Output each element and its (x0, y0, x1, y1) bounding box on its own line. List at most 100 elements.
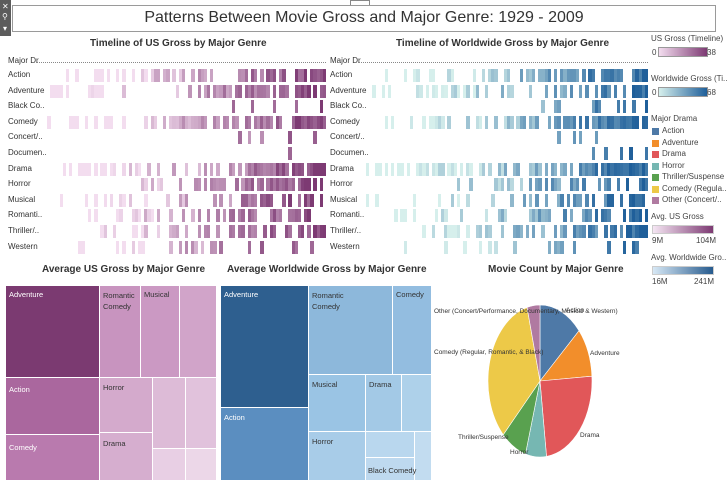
heatmap-cell[interactable] (381, 84, 386, 98)
heatmap-cell[interactable] (203, 84, 208, 98)
heatmap-cell[interactable] (456, 84, 461, 98)
heatmap-cell[interactable] (519, 69, 523, 82)
heatmap-cell[interactable] (488, 225, 492, 238)
heatmap-cell[interactable] (238, 69, 242, 82)
heatmap-cell[interactable] (116, 209, 120, 223)
heatmap-cell[interactable] (629, 193, 633, 207)
heatmap-cell[interactable] (532, 115, 536, 129)
heatmap-cell[interactable] (169, 225, 173, 238)
heatmap-cell[interactable] (456, 225, 461, 238)
heatmap-cell[interactable] (213, 84, 217, 98)
heatmap-cell[interactable] (554, 69, 558, 82)
heatmap-cell[interactable] (257, 178, 261, 192)
heatmap-cell[interactable] (522, 193, 527, 207)
heatmap-cell[interactable] (191, 209, 195, 223)
heatmap-cell[interactable] (444, 225, 448, 238)
heatmap-cell[interactable] (547, 240, 552, 254)
heatmap-cell[interactable] (619, 162, 624, 176)
heatmap-cell[interactable] (488, 240, 492, 254)
heatmap-cell[interactable] (307, 178, 311, 192)
heatmap-cell[interactable] (626, 225, 630, 238)
heatmap-cell[interactable] (169, 115, 173, 129)
heatmap-cell[interactable] (372, 84, 376, 98)
heatmap-cell[interactable] (391, 162, 395, 176)
heatmap-cell[interactable] (291, 115, 295, 129)
heatmap-cell[interactable] (282, 69, 286, 82)
heatmap-cell[interactable] (416, 84, 420, 98)
heatmap-cell[interactable] (481, 162, 486, 176)
heatmap-cell[interactable] (291, 162, 295, 176)
heatmap-cell[interactable] (541, 209, 545, 223)
heatmap-cell[interactable] (635, 162, 639, 176)
heatmap-cell[interactable] (150, 115, 154, 129)
heatmap-cell[interactable] (313, 115, 317, 129)
heatmap-cell[interactable] (478, 240, 483, 254)
heatmap-cell[interactable] (557, 240, 561, 254)
heatmap-cell[interactable] (560, 225, 564, 238)
heatmap-cell[interactable] (310, 193, 314, 207)
heatmap-cell[interactable] (178, 69, 183, 82)
treemap-ww-black-comedy[interactable]: Black Comedy (366, 458, 416, 480)
heatmap-cell[interactable] (591, 115, 596, 129)
heatmap-cell[interactable] (238, 225, 242, 238)
heatmap-cell[interactable] (250, 209, 255, 223)
heatmap-cell[interactable] (588, 209, 592, 223)
heatmap-cell[interactable] (450, 225, 455, 238)
heatmap-cell[interactable] (431, 84, 436, 98)
heatmap-cell[interactable] (626, 162, 630, 176)
heatmap-cell[interactable] (322, 84, 327, 98)
heatmap-cell[interactable] (494, 115, 498, 129)
heatmap-cell[interactable] (266, 115, 270, 129)
heatmap-cell[interactable] (569, 115, 574, 129)
heatmap-cell[interactable] (528, 162, 533, 176)
heatmap-cell[interactable] (225, 115, 230, 129)
heatmap-cell[interactable] (419, 84, 423, 98)
heatmap-cell[interactable] (272, 178, 277, 192)
heatmap-cell[interactable] (528, 115, 533, 129)
heatmap-cell[interactable] (228, 225, 233, 238)
heatmap-cell[interactable] (366, 193, 370, 207)
heatmap-cell[interactable] (235, 178, 239, 192)
heatmap-cell[interactable] (128, 162, 133, 176)
heatmap-cell[interactable] (613, 69, 617, 82)
heatmap-cell[interactable] (322, 225, 327, 238)
heatmap-cell[interactable] (210, 162, 214, 176)
heatmap-cell[interactable] (604, 209, 608, 223)
heatmap-cell[interactable] (597, 100, 602, 114)
heatmap-cell[interactable] (491, 69, 495, 82)
heatmap-cell[interactable] (601, 115, 605, 129)
heatmap-cell[interactable] (604, 193, 608, 207)
heatmap-cell[interactable] (447, 115, 451, 129)
heatmap-cell[interactable] (175, 115, 180, 129)
heatmap-cell[interactable] (200, 240, 205, 254)
heatmap-cell[interactable] (413, 69, 417, 82)
heatmap-cell[interactable] (65, 69, 70, 82)
heatmap-cell[interactable] (629, 209, 633, 223)
pie-chart[interactable]: Action Adventure Drama Horror Thriller/Suspe… (432, 282, 648, 482)
timeline-us-heatmap[interactable] (44, 68, 327, 255)
heatmap-cell[interactable] (610, 193, 614, 207)
heatmap-cell[interactable] (557, 115, 561, 129)
heatmap-cell[interactable] (438, 162, 442, 176)
heatmap-cell[interactable] (629, 115, 633, 129)
heatmap-cell[interactable] (307, 209, 311, 223)
heatmap-cell[interactable] (134, 225, 139, 238)
heatmap-cell[interactable] (622, 84, 627, 98)
heatmap-cell[interactable] (272, 162, 277, 176)
heatmap-cell[interactable] (222, 115, 227, 129)
heatmap-cell[interactable] (572, 225, 577, 238)
heatmap-cell[interactable] (122, 162, 126, 176)
heatmap-cell[interactable] (131, 240, 136, 254)
heatmap-cell[interactable] (128, 193, 133, 207)
heatmap-cell[interactable] (100, 225, 104, 238)
heatmap-cell[interactable] (441, 209, 445, 223)
heatmap-cell[interactable] (591, 225, 596, 238)
heatmap-cell[interactable] (497, 178, 502, 192)
heatmap-cell[interactable] (588, 162, 592, 176)
heatmap-cell[interactable] (304, 115, 308, 129)
heatmap-cell[interactable] (269, 178, 274, 192)
heatmap-cell[interactable] (122, 69, 126, 82)
heatmap-cell[interactable] (313, 131, 317, 145)
heatmap-cell[interactable] (378, 162, 382, 176)
heatmap-cell[interactable] (566, 193, 570, 207)
